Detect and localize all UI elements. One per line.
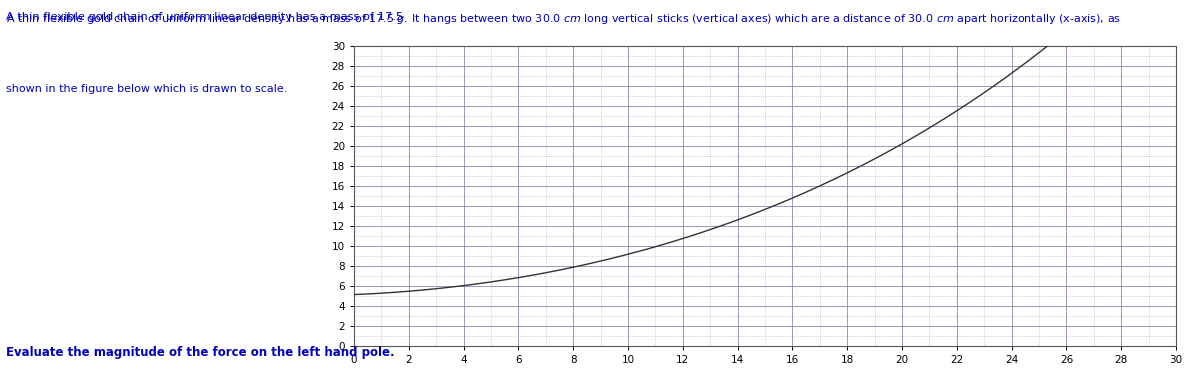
Text: A thin flexible gold chain of uniform linear density has a mass of 17.5 $g$. It : A thin flexible gold chain of uniform li…: [6, 12, 1121, 25]
Text: A thin flexible gold chain of uniform linear density has a mass of 17.5: A thin flexible gold chain of uniform li…: [6, 12, 407, 22]
Text: Evaluate the magnitude of the force on the left hand pole.: Evaluate the magnitude of the force on t…: [6, 346, 395, 359]
Text: shown in the figure below which is drawn to scale.: shown in the figure below which is drawn…: [6, 84, 287, 94]
